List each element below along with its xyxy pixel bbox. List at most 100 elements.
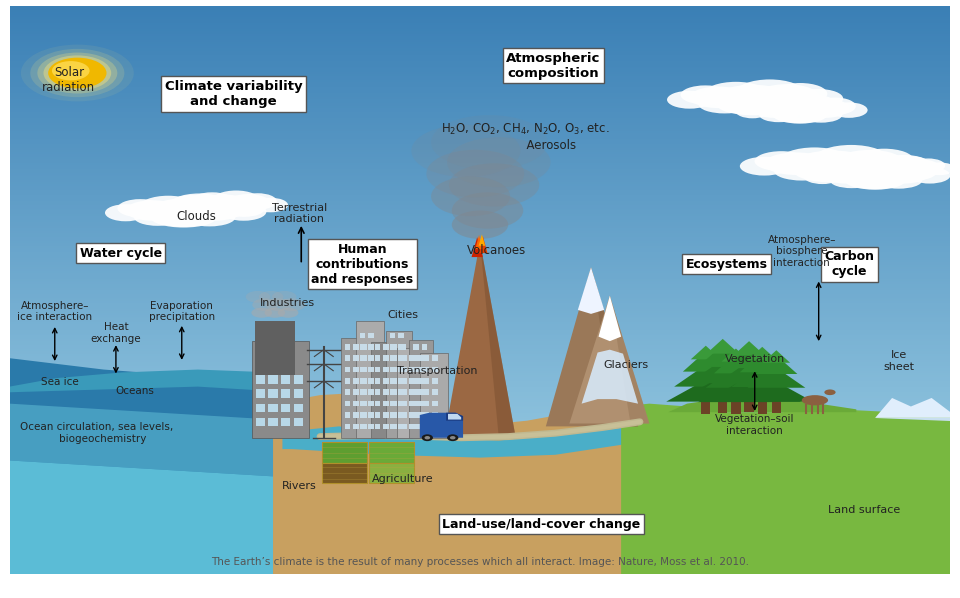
Polygon shape [478, 236, 488, 253]
Polygon shape [341, 338, 376, 438]
Bar [10, 525, 950, 527]
Bar [10, 553, 950, 555]
Polygon shape [546, 267, 638, 426]
Bar [10, 566, 950, 568]
Bar [10, 474, 950, 475]
Bar [10, 328, 950, 329]
Bar [10, 180, 950, 182]
Polygon shape [10, 370, 292, 392]
Text: Land surface: Land surface [828, 505, 900, 515]
Polygon shape [423, 423, 429, 429]
Ellipse shape [876, 155, 930, 175]
Ellipse shape [753, 95, 809, 114]
Polygon shape [374, 401, 380, 407]
Bar [10, 489, 950, 491]
Ellipse shape [868, 158, 908, 173]
Bar [10, 370, 950, 371]
Bar [10, 296, 950, 298]
Bar [10, 480, 950, 481]
Bar [10, 114, 950, 116]
Bar [10, 6, 950, 8]
Bar [10, 14, 950, 16]
Bar [10, 160, 950, 161]
Polygon shape [273, 392, 950, 574]
Bar [10, 280, 950, 282]
Polygon shape [369, 443, 414, 463]
Polygon shape [421, 401, 427, 407]
Bar [10, 141, 950, 142]
Polygon shape [398, 344, 404, 350]
Bar [10, 194, 950, 196]
Ellipse shape [252, 198, 288, 212]
Bar [10, 245, 950, 246]
Polygon shape [368, 412, 373, 418]
Polygon shape [420, 413, 463, 438]
Bar [10, 190, 950, 191]
Text: Transportation: Transportation [397, 366, 478, 376]
Ellipse shape [411, 125, 520, 177]
Bar [10, 233, 950, 235]
Ellipse shape [859, 161, 896, 175]
Polygon shape [413, 378, 419, 384]
Ellipse shape [272, 291, 297, 303]
Bar [10, 178, 950, 180]
Bar [10, 97, 950, 99]
Polygon shape [413, 389, 419, 395]
Bar [10, 440, 950, 441]
Ellipse shape [825, 389, 835, 395]
Ellipse shape [21, 45, 133, 102]
Text: Glaciers: Glaciers [603, 360, 648, 370]
Ellipse shape [823, 165, 872, 184]
Bar [10, 343, 950, 345]
Polygon shape [725, 347, 773, 368]
Polygon shape [740, 382, 812, 401]
Bar [10, 42, 950, 44]
Bar [10, 491, 950, 493]
Ellipse shape [756, 84, 818, 108]
Ellipse shape [735, 104, 769, 118]
Bar [10, 318, 950, 321]
Ellipse shape [815, 164, 856, 181]
Bar [10, 25, 950, 27]
Ellipse shape [447, 137, 551, 187]
Polygon shape [418, 355, 423, 361]
Polygon shape [423, 378, 429, 384]
Bar [10, 545, 950, 548]
Bar [10, 390, 950, 392]
Polygon shape [400, 389, 406, 395]
Polygon shape [409, 340, 433, 438]
Ellipse shape [755, 151, 808, 171]
Polygon shape [401, 378, 407, 384]
Ellipse shape [452, 210, 508, 239]
Bar [10, 86, 950, 87]
Text: Solar
radiation: Solar radiation [42, 66, 95, 94]
Ellipse shape [452, 193, 523, 228]
Ellipse shape [759, 108, 798, 122]
Bar [10, 409, 950, 411]
Bar [10, 112, 950, 114]
Ellipse shape [911, 158, 946, 173]
Polygon shape [421, 378, 427, 384]
Bar [10, 509, 950, 512]
Bar [10, 407, 950, 409]
Bar [10, 371, 950, 373]
Polygon shape [386, 331, 412, 438]
Bar [10, 477, 950, 480]
Polygon shape [432, 401, 438, 407]
Bar [10, 383, 950, 385]
Polygon shape [368, 401, 373, 407]
Polygon shape [392, 389, 397, 395]
Polygon shape [475, 235, 483, 249]
Polygon shape [748, 368, 805, 388]
Polygon shape [876, 418, 950, 421]
Bar [10, 10, 950, 12]
Bar [10, 322, 950, 324]
Bar [10, 80, 950, 82]
Ellipse shape [773, 106, 827, 124]
Bar [10, 267, 950, 269]
Bar [10, 364, 950, 366]
Bar [10, 413, 950, 415]
Bar [10, 275, 950, 277]
Polygon shape [400, 378, 406, 384]
Bar [10, 38, 950, 40]
